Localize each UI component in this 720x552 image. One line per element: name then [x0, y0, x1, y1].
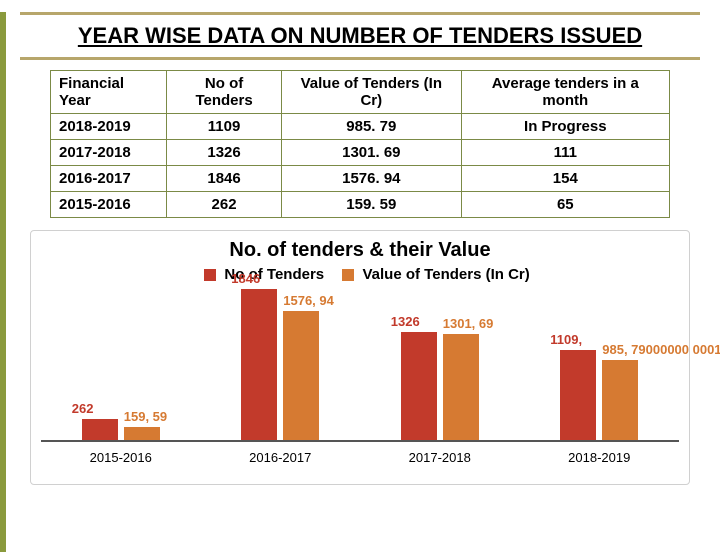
table-cell: In Progress — [461, 114, 669, 140]
bar: 1576, 94 — [283, 311, 319, 440]
chart-title: No. of tenders & their Value — [41, 239, 679, 262]
table-row: 2018-20191109985. 79In Progress — [51, 114, 670, 140]
table-cell: 2016-2017 — [51, 166, 167, 192]
bar-group: 18461576, 94 — [201, 289, 361, 440]
table-cell: 2015-2016 — [51, 192, 167, 218]
table-cell: 159. 59 — [282, 192, 462, 218]
table-cell: 1326 — [167, 140, 282, 166]
table-cell: 154 — [461, 166, 669, 192]
legend-label-1: Value of Tenders (In Cr) — [363, 266, 530, 283]
col-avg: Average tenders in a month — [461, 71, 669, 114]
col-no: No of Tenders — [167, 71, 282, 114]
table-cell: 1576. 94 — [282, 166, 462, 192]
table-row: 2017-201813261301. 69111 — [51, 140, 670, 166]
table-cell: 2017-2018 — [51, 140, 167, 166]
table-cell: 65 — [461, 192, 669, 218]
title-band: YEAR WISE DATA ON NUMBER OF TENDERS ISSU… — [20, 12, 700, 60]
table-cell: 262 — [167, 192, 282, 218]
col-fy: Financial Year — [51, 71, 167, 114]
bar-group: 1109,985, 79000000 0001 — [520, 350, 680, 440]
bar-group: 262 159, 59 — [41, 419, 201, 440]
bar: 262 — [82, 419, 118, 440]
tenders-chart: No. of tenders & their Value No of Tende… — [30, 230, 690, 485]
x-tick-label: 2017-2018 — [360, 450, 520, 465]
table-row: 2015-2016262159. 5965 — [51, 192, 670, 218]
table-row: 2016-201718461576. 94154 — [51, 166, 670, 192]
bar: 1301, 69 — [443, 334, 479, 440]
col-val: Value of Tenders (In Cr) — [282, 71, 462, 114]
bar: 1326 — [401, 332, 437, 440]
chart-plot: 262159, 5918461576, 9413261301, 691109,9… — [41, 287, 679, 442]
bar: 159, 59 — [124, 427, 160, 440]
table-cell: 2018-2019 — [51, 114, 167, 140]
table-cell: 985. 79 — [282, 114, 462, 140]
tenders-table: Financial Year No of Tenders Value of Te… — [50, 70, 670, 218]
bar-group: 13261301, 69 — [360, 332, 520, 440]
table-cell: 111 — [461, 140, 669, 166]
bar: 1846 — [241, 289, 277, 440]
table-cell: 1301. 69 — [282, 140, 462, 166]
bar-label: 1301, 69 — [443, 316, 583, 331]
x-tick-label: 2018-2019 — [520, 450, 680, 465]
side-accent — [0, 12, 6, 552]
bar: 1109, — [560, 350, 596, 440]
chart-xlabels: 2015-20162016-20172017-20182018-2019 — [41, 450, 679, 465]
bar-label: 1846 — [231, 271, 371, 286]
bar: 985, 79000000 0001 — [602, 360, 638, 440]
table-header-row: Financial Year No of Tenders Value of Te… — [51, 71, 670, 114]
legend-swatch-0 — [204, 269, 216, 281]
x-tick-label: 2015-2016 — [41, 450, 201, 465]
page-title: YEAR WISE DATA ON NUMBER OF TENDERS ISSU… — [20, 23, 700, 49]
x-tick-label: 2016-2017 — [201, 450, 361, 465]
table-cell: 1109 — [167, 114, 282, 140]
bar-label: 1576, 94 — [283, 293, 423, 308]
bar-label: 985, 79000000 0001 — [602, 342, 720, 357]
table-cell: 1846 — [167, 166, 282, 192]
